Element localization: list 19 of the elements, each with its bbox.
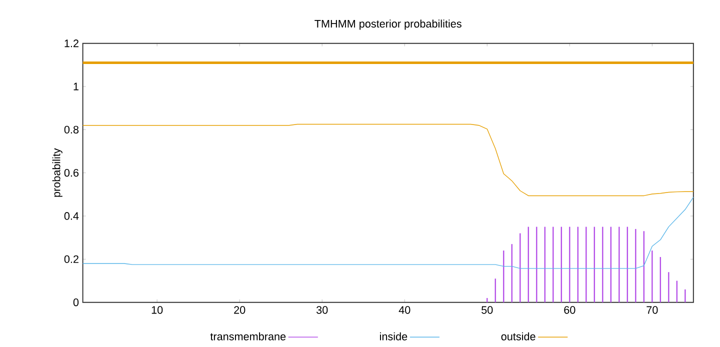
y-tick-label: 1.2: [64, 40, 78, 48]
y-tick-label: 0: [73, 298, 79, 306]
y-tick-label: 0.8: [64, 126, 79, 134]
y-tick-label: 0.6: [64, 169, 79, 177]
x-tick-label: 60: [564, 306, 576, 314]
y-tick-label: 0.2: [64, 255, 78, 264]
legend-label: inside: [380, 332, 408, 340]
x-tick-label: 70: [646, 306, 658, 314]
x-tick-label: 10: [152, 306, 163, 314]
x-tick-label: 30: [316, 306, 328, 314]
legend-label: outside: [501, 332, 536, 340]
x-tick-label: 20: [234, 306, 246, 314]
x-tick-label: 50: [482, 306, 493, 314]
y-tick-label: 1: [74, 82, 78, 90]
chart-title: TMHMM posterior probabilities: [314, 20, 462, 30]
y-axis-title: probability: [52, 148, 62, 197]
y-tick-label: 0.4: [64, 212, 79, 220]
legend-label: transmembrane: [210, 332, 286, 340]
x-tick-label: 40: [398, 306, 410, 314]
